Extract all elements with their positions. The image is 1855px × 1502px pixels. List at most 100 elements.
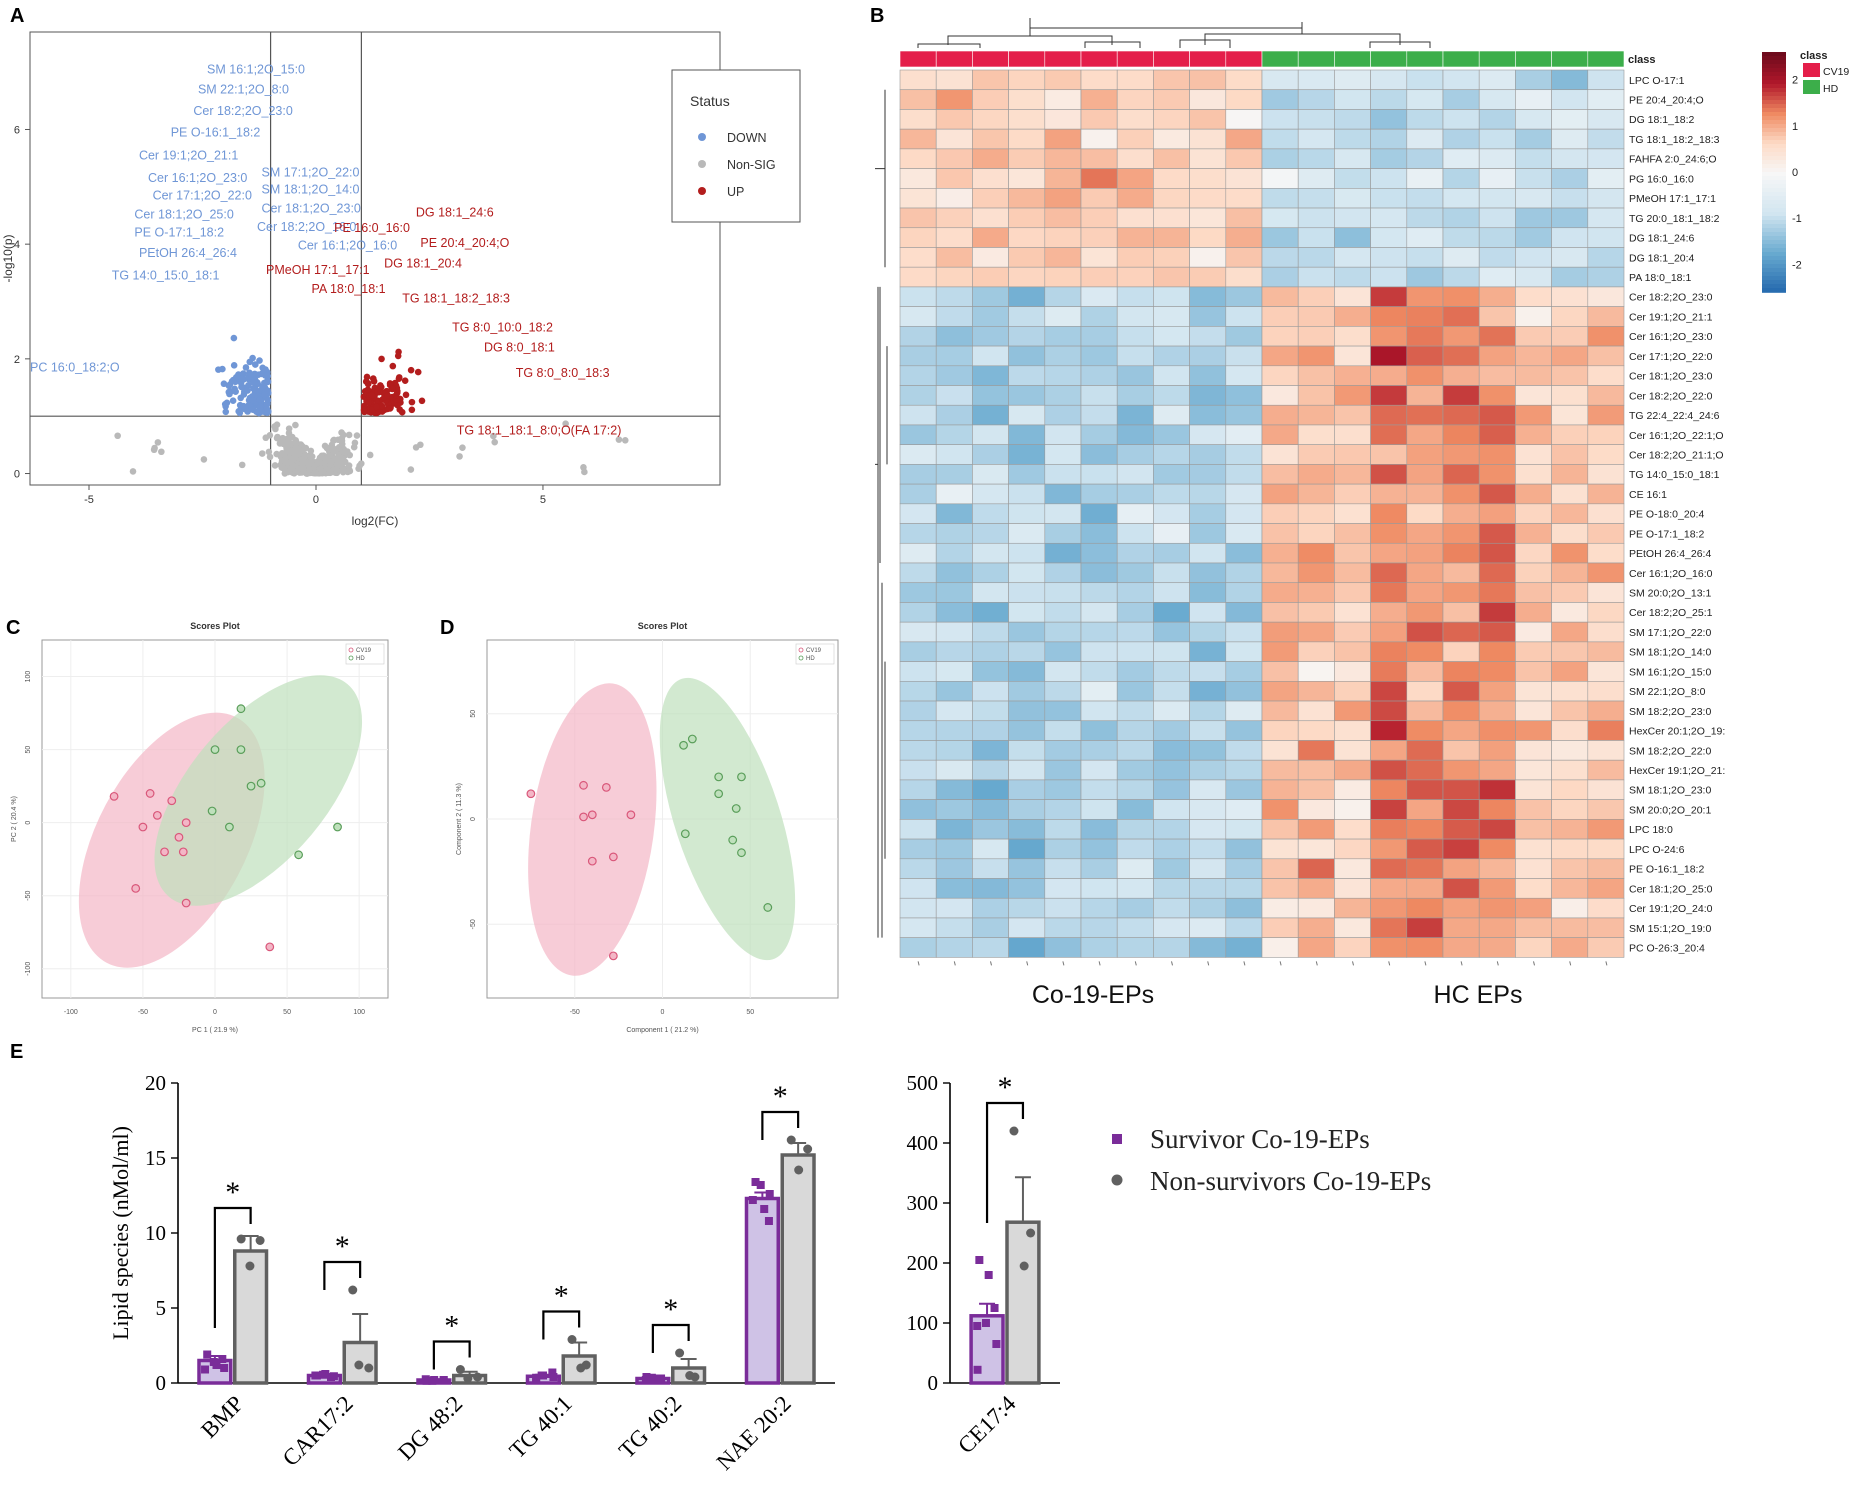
heatmap-cell bbox=[1225, 247, 1263, 268]
heatmap-cell bbox=[972, 207, 1009, 229]
heatmap-cell bbox=[899, 897, 937, 919]
heatmap-cell bbox=[1478, 740, 1516, 761]
heatmap-cell bbox=[1225, 819, 1263, 840]
heatmap-cell bbox=[899, 69, 937, 91]
heatmap-cell bbox=[1406, 109, 1444, 130]
score-point-cv19 bbox=[131, 884, 141, 893]
heatmap-cell bbox=[1225, 917, 1263, 938]
heatmap-cell bbox=[1442, 345, 1480, 367]
row-label: Cer 18:2;2O_23:0 bbox=[1629, 292, 1713, 304]
point-up bbox=[373, 403, 381, 411]
heatmap-cell bbox=[1297, 838, 1335, 860]
heatmap-cell bbox=[899, 365, 937, 386]
point-label: PMeOH 17:1_17:1 bbox=[266, 263, 370, 277]
significance-star: * bbox=[444, 1310, 459, 1343]
column-tick bbox=[1026, 961, 1029, 966]
column-dendrogram bbox=[917, 18, 1431, 48]
color-scale-segment bbox=[1762, 216, 1786, 221]
heatmap-cell bbox=[1551, 109, 1589, 130]
heatmap-cell bbox=[1370, 207, 1408, 229]
heatmap-cell bbox=[1008, 483, 1046, 505]
heatmap-cell bbox=[1116, 700, 1154, 722]
heatmap-cell bbox=[1044, 365, 1082, 386]
class-annotation-cell bbox=[1370, 50, 1408, 68]
heatmap-cell bbox=[1370, 700, 1408, 722]
heatmap-cell bbox=[1044, 878, 1082, 899]
heatmap-cell bbox=[1153, 937, 1190, 958]
heatmap-cell bbox=[1406, 621, 1444, 643]
point-down bbox=[225, 382, 233, 390]
point-label: Cer 16:1;2O_23:0 bbox=[148, 171, 247, 185]
heatmap-cell bbox=[1225, 286, 1263, 307]
heatmap-cell bbox=[1008, 917, 1046, 938]
heatmap-cell bbox=[1297, 661, 1335, 682]
color-scale-segment bbox=[1762, 244, 1786, 249]
row-label: DG 18:1_20:4 bbox=[1629, 252, 1695, 264]
heatmap-cell bbox=[1189, 917, 1227, 938]
row-label: SM 20:0;2O_13:1 bbox=[1629, 588, 1711, 600]
heatmap-cell bbox=[1080, 779, 1118, 800]
heatmap-cell bbox=[1297, 404, 1335, 426]
heatmap-cell bbox=[1406, 681, 1444, 702]
panel-label-e: E bbox=[10, 1041, 23, 1063]
heatmap-cell bbox=[1008, 641, 1046, 662]
point-non-sig bbox=[345, 431, 353, 439]
heatmap-cell bbox=[972, 799, 1009, 820]
heatmap-cell bbox=[1261, 661, 1299, 682]
heatmap-cell bbox=[1334, 227, 1371, 248]
heatmap-cell bbox=[1008, 266, 1046, 288]
heatmap-cell bbox=[1551, 740, 1589, 761]
heatmap-cell bbox=[1116, 582, 1154, 603]
point-down bbox=[222, 408, 230, 416]
heatmap-cell bbox=[1334, 128, 1371, 150]
heatmap-cell bbox=[1008, 69, 1046, 91]
heatmap-cell bbox=[1334, 168, 1371, 189]
data-point-non-survivor bbox=[567, 1335, 577, 1344]
x-axis-label: PC 1 ( 21.9 %) bbox=[192, 1027, 238, 1034]
heatmap-cell bbox=[935, 444, 973, 465]
score-point-hd bbox=[207, 806, 217, 816]
heatmap-cell bbox=[1116, 69, 1154, 91]
heatmap-cell bbox=[1261, 878, 1299, 899]
heatmap-cell bbox=[1297, 464, 1335, 485]
heatmap-cell bbox=[1225, 858, 1263, 879]
heatmap-cell bbox=[899, 838, 937, 860]
column-tick bbox=[1605, 961, 1608, 966]
heatmap-cell bbox=[1406, 779, 1444, 800]
heatmap-cell bbox=[1334, 503, 1371, 524]
heatmap-cell bbox=[1442, 128, 1480, 150]
heatmap-cell bbox=[1587, 503, 1625, 524]
heatmap-cell bbox=[935, 188, 973, 209]
heatmap-cell bbox=[935, 326, 973, 347]
heatmap-cell bbox=[1044, 681, 1082, 702]
heatmap-cell bbox=[1442, 621, 1480, 643]
heatmap-cell bbox=[1189, 266, 1227, 288]
y-tick-label: 50 bbox=[470, 710, 477, 718]
heatmap-cell bbox=[1478, 424, 1516, 445]
heatmap-cell bbox=[1515, 523, 1552, 544]
heatmap-cell bbox=[1478, 562, 1516, 584]
heatmap-cell bbox=[1442, 858, 1480, 879]
heatmap-cell bbox=[972, 464, 1009, 485]
point-up bbox=[389, 385, 396, 393]
heatmap-cell bbox=[1044, 937, 1082, 958]
heatmap-cell bbox=[1044, 799, 1082, 820]
heatmap-cell bbox=[1478, 503, 1516, 524]
heatmap-cell bbox=[1587, 266, 1625, 288]
x-tick-label: -5 bbox=[84, 494, 94, 506]
heatmap-cell bbox=[1406, 740, 1444, 761]
heatmap-cell bbox=[1261, 523, 1299, 544]
heatmap-cell bbox=[1297, 365, 1335, 386]
data-point-survivor bbox=[764, 1217, 773, 1225]
heatmap-cell bbox=[1587, 69, 1625, 91]
heatmap-cell bbox=[1116, 464, 1154, 485]
heatmap-cell bbox=[1406, 700, 1444, 722]
heatmap-cell bbox=[972, 838, 1009, 860]
heatmap-cell bbox=[1261, 148, 1299, 169]
heatmap-cell bbox=[1297, 602, 1335, 623]
heatmap-cell bbox=[1370, 247, 1408, 268]
heatmap-cell bbox=[1515, 562, 1552, 584]
heatmap-cell bbox=[1478, 779, 1516, 800]
heatmap-cell bbox=[1515, 385, 1552, 406]
point-label: PE 20:4_20:4;O bbox=[420, 236, 509, 250]
